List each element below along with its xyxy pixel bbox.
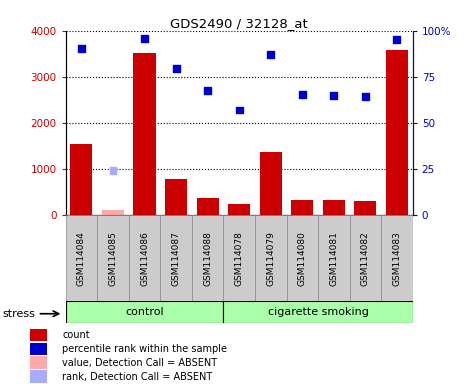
Text: GSM114087: GSM114087: [172, 231, 181, 286]
Bar: [129, 215, 160, 301]
Bar: [70, 144, 92, 215]
Bar: [197, 199, 219, 215]
Text: rank, Detection Call = ABSENT: rank, Detection Call = ABSENT: [62, 371, 212, 382]
Bar: [165, 179, 187, 215]
Text: GSM114080: GSM114080: [298, 231, 307, 286]
Point: [109, 168, 117, 174]
Bar: [66, 215, 97, 301]
Text: GSM114085: GSM114085: [108, 231, 118, 286]
Bar: [260, 152, 282, 215]
Point: [204, 88, 212, 94]
Bar: [66, 301, 223, 323]
Point: [299, 92, 306, 98]
Point: [393, 37, 401, 43]
Text: percentile rank within the sample: percentile rank within the sample: [62, 344, 227, 354]
Text: GSM114088: GSM114088: [203, 231, 212, 286]
Bar: [30, 343, 47, 355]
Text: cigarette smoking: cigarette smoking: [268, 307, 369, 318]
Text: GSM114084: GSM114084: [77, 231, 86, 286]
Bar: [160, 215, 192, 301]
Bar: [97, 215, 129, 301]
Point: [267, 51, 274, 58]
Text: GSM114081: GSM114081: [329, 231, 338, 286]
Bar: [30, 329, 47, 341]
Text: GSM114086: GSM114086: [140, 231, 149, 286]
Point: [330, 93, 338, 99]
Bar: [30, 356, 47, 369]
Bar: [102, 210, 124, 215]
Bar: [291, 200, 313, 215]
Bar: [323, 200, 345, 215]
Bar: [223, 215, 255, 301]
Bar: [30, 370, 47, 383]
Text: count: count: [62, 330, 90, 340]
Point: [78, 45, 85, 51]
Bar: [381, 215, 413, 301]
Bar: [223, 301, 413, 323]
Title: GDS2490 / 32128_at: GDS2490 / 32128_at: [170, 17, 308, 30]
Text: GSM114079: GSM114079: [266, 231, 275, 286]
Point: [362, 93, 369, 99]
Text: GSM114083: GSM114083: [393, 231, 401, 286]
Point: [235, 107, 243, 113]
Point: [141, 35, 148, 41]
Bar: [386, 50, 408, 215]
Bar: [255, 215, 287, 301]
Bar: [318, 215, 349, 301]
Bar: [355, 201, 377, 215]
Bar: [192, 215, 223, 301]
Bar: [228, 204, 250, 215]
Text: GSM114082: GSM114082: [361, 231, 370, 286]
Text: value, Detection Call = ABSENT: value, Detection Call = ABSENT: [62, 358, 218, 368]
Bar: [287, 215, 318, 301]
Text: control: control: [125, 307, 164, 318]
Point: [172, 65, 180, 71]
Text: GSM114078: GSM114078: [234, 231, 244, 286]
Text: stress: stress: [2, 309, 35, 319]
Bar: [134, 53, 156, 215]
Bar: [349, 215, 381, 301]
